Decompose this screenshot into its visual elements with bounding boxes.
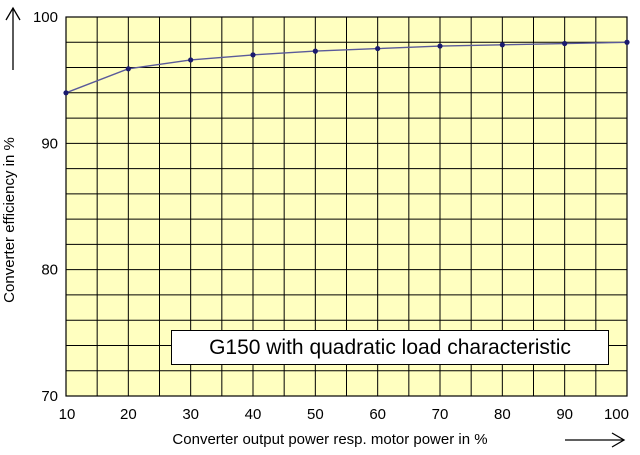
x-axis-arrow-icon	[565, 432, 626, 448]
data-point	[188, 57, 194, 63]
y-tick-label: 80	[41, 262, 58, 279]
x-tick-label: 90	[556, 406, 573, 423]
data-point	[375, 45, 381, 52]
y-tick-label: 100	[33, 9, 58, 26]
x-tick-label: 20	[120, 406, 137, 423]
series-line	[65, 41, 628, 94]
x-axis-title: Converter output power resp. motor power…	[172, 431, 487, 448]
x-tick-label: 100	[604, 406, 629, 423]
chart-annotation: G150 with quadratic load characteristic	[171, 330, 609, 365]
x-tick-label: 10	[59, 406, 76, 423]
x-tick-label: 60	[369, 406, 386, 423]
data-point	[312, 48, 318, 54]
x-axis-tick-labels: 10 20 30 40 50 60 70 80 90 100	[59, 406, 629, 423]
data-point	[125, 66, 131, 72]
data-point	[250, 52, 256, 58]
x-tick-label: 40	[245, 406, 262, 423]
data-point	[63, 90, 69, 96]
y-tick-label: 70	[41, 388, 58, 405]
data-point	[624, 39, 630, 45]
y-axis-title: Converter efficiency in %	[1, 137, 18, 303]
y-axis-tick-labels: 70 80 90 100	[33, 9, 58, 405]
efficiency-series	[63, 39, 630, 96]
y-tick-label: 90	[41, 135, 58, 152]
plot-border	[65, 16, 628, 397]
x-tick-label: 70	[432, 406, 449, 423]
grid-lines	[65, 16, 628, 397]
x-tick-label: 80	[494, 406, 511, 423]
data-point	[499, 42, 505, 48]
data-point	[562, 40, 568, 47]
x-tick-label: 50	[307, 406, 324, 423]
y-axis-arrow-icon	[5, 6, 21, 70]
data-point	[437, 43, 443, 49]
x-tick-label: 30	[182, 406, 199, 423]
